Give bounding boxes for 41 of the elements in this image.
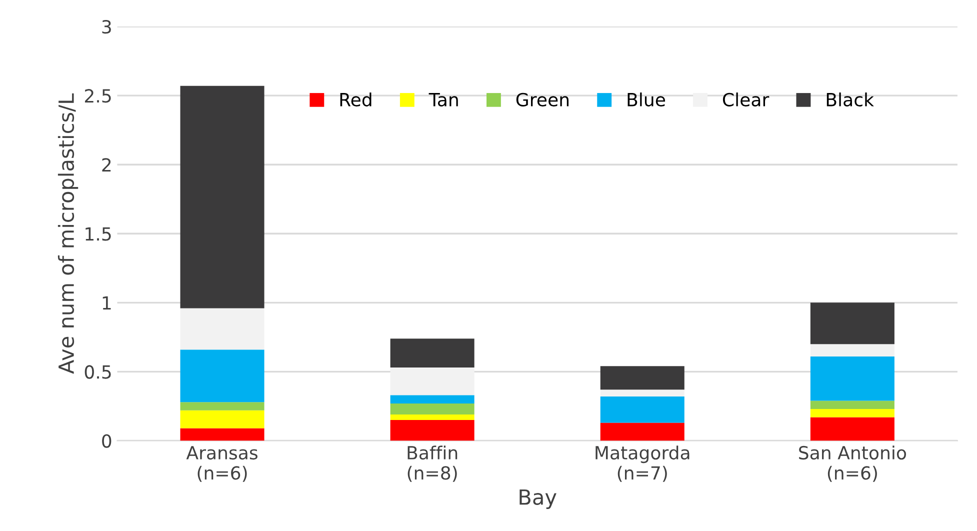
bar <box>390 368 474 396</box>
bar <box>180 308 264 350</box>
y-tick-label: 0.5 <box>84 365 111 379</box>
y-tick-label: 1.5 <box>86 227 111 241</box>
y-tick-label: 2.5 <box>84 89 111 103</box>
bar <box>390 420 474 441</box>
bar <box>600 366 684 390</box>
bar <box>600 390 684 397</box>
legend-label: Black <box>826 92 874 106</box>
bar <box>180 402 264 410</box>
bar <box>180 428 264 441</box>
legend-label: Tan <box>428 93 458 106</box>
bar <box>390 395 474 404</box>
bar <box>810 417 894 441</box>
bar <box>810 408 894 418</box>
legend-label: Green <box>516 92 569 106</box>
y-axis-title: Ave num of microplastics/L <box>58 93 78 374</box>
y-tick-label: 1 <box>102 296 111 310</box>
x-tick-label: Baffin (n=8) <box>408 446 458 482</box>
x-tick-label: San Antonio (n=6) <box>799 446 906 482</box>
bar <box>180 410 264 428</box>
bar <box>600 396 684 423</box>
bar <box>810 356 894 401</box>
bar <box>390 414 474 420</box>
y-tick-label: 0 <box>102 434 112 448</box>
bar <box>390 403 474 414</box>
x-tick-label: Matagorda (n=7) <box>596 446 690 482</box>
bar <box>180 86 264 308</box>
bar <box>810 400 894 409</box>
x-tick-label: Aransas (n=6) <box>186 446 258 482</box>
bar <box>810 302 894 344</box>
bar <box>180 350 264 402</box>
legend-label: Red <box>340 92 372 106</box>
bar <box>810 344 894 357</box>
y-tick-label: 2 <box>102 158 111 172</box>
legend-label: Clear <box>722 92 770 106</box>
bar <box>600 422 684 441</box>
legend-label: Blue <box>628 92 666 106</box>
bar <box>390 338 474 368</box>
y-tick-label: 3 <box>102 20 111 34</box>
x-axis-title: Bay <box>520 489 556 509</box>
